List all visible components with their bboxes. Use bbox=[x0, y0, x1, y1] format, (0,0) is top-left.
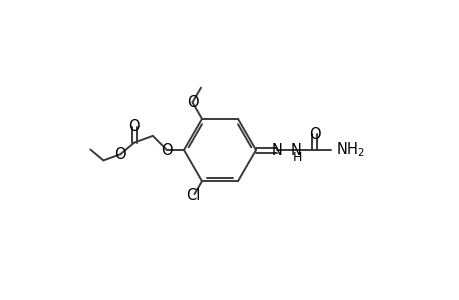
Text: O: O bbox=[128, 119, 140, 134]
Text: H: H bbox=[292, 151, 302, 164]
Text: O: O bbox=[114, 147, 126, 162]
Text: Cl: Cl bbox=[186, 188, 200, 203]
Text: N: N bbox=[271, 142, 282, 158]
Text: O: O bbox=[161, 142, 173, 158]
Text: O: O bbox=[308, 127, 320, 142]
Text: O: O bbox=[186, 95, 198, 110]
Text: N: N bbox=[290, 142, 301, 158]
Text: NH$_2$: NH$_2$ bbox=[336, 141, 365, 159]
